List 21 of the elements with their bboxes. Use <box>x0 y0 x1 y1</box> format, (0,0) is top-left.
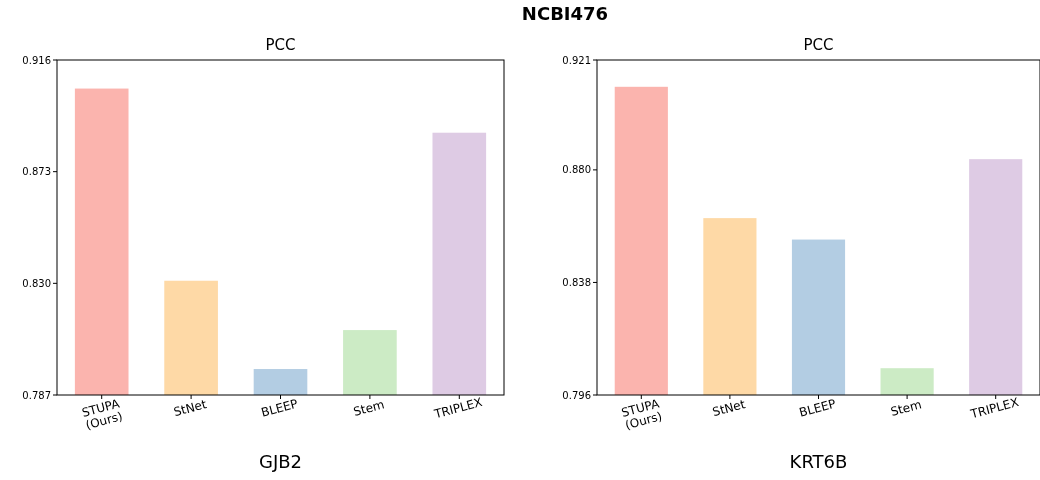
x-tick-label: Stem <box>889 397 924 419</box>
x-tick-label: Stem <box>351 397 386 419</box>
y-tick-label: 0.916 <box>22 54 51 66</box>
text: NCBI476 <box>521 3 609 24</box>
y-tick-label: 0.880 <box>562 164 591 176</box>
x-tick-label: STUPA (Ours) <box>80 396 125 433</box>
y-tick-label: 0.921 <box>562 54 591 66</box>
x-tick-label: BLEEP <box>797 396 838 420</box>
x-axis-title: KRT6B <box>789 451 848 472</box>
x-tick-label: StNet <box>710 396 748 420</box>
x-tick-label: STUPA (Ours) <box>619 396 664 433</box>
y-tick-label: 0.796 <box>562 389 591 401</box>
y-tick-label: 0.873 <box>22 166 51 178</box>
chart-title: PCC <box>265 36 296 54</box>
y-tick-label: 0.830 <box>22 277 51 289</box>
x-tick-label: StNet <box>172 396 209 420</box>
y-tick-label: 0.787 <box>22 389 51 401</box>
x-tick-label: BLEEP <box>259 396 300 420</box>
chart-title: PCC <box>803 36 834 54</box>
x-axis-title: GJB2 <box>258 451 303 472</box>
y-tick-label: 0.838 <box>562 276 591 288</box>
